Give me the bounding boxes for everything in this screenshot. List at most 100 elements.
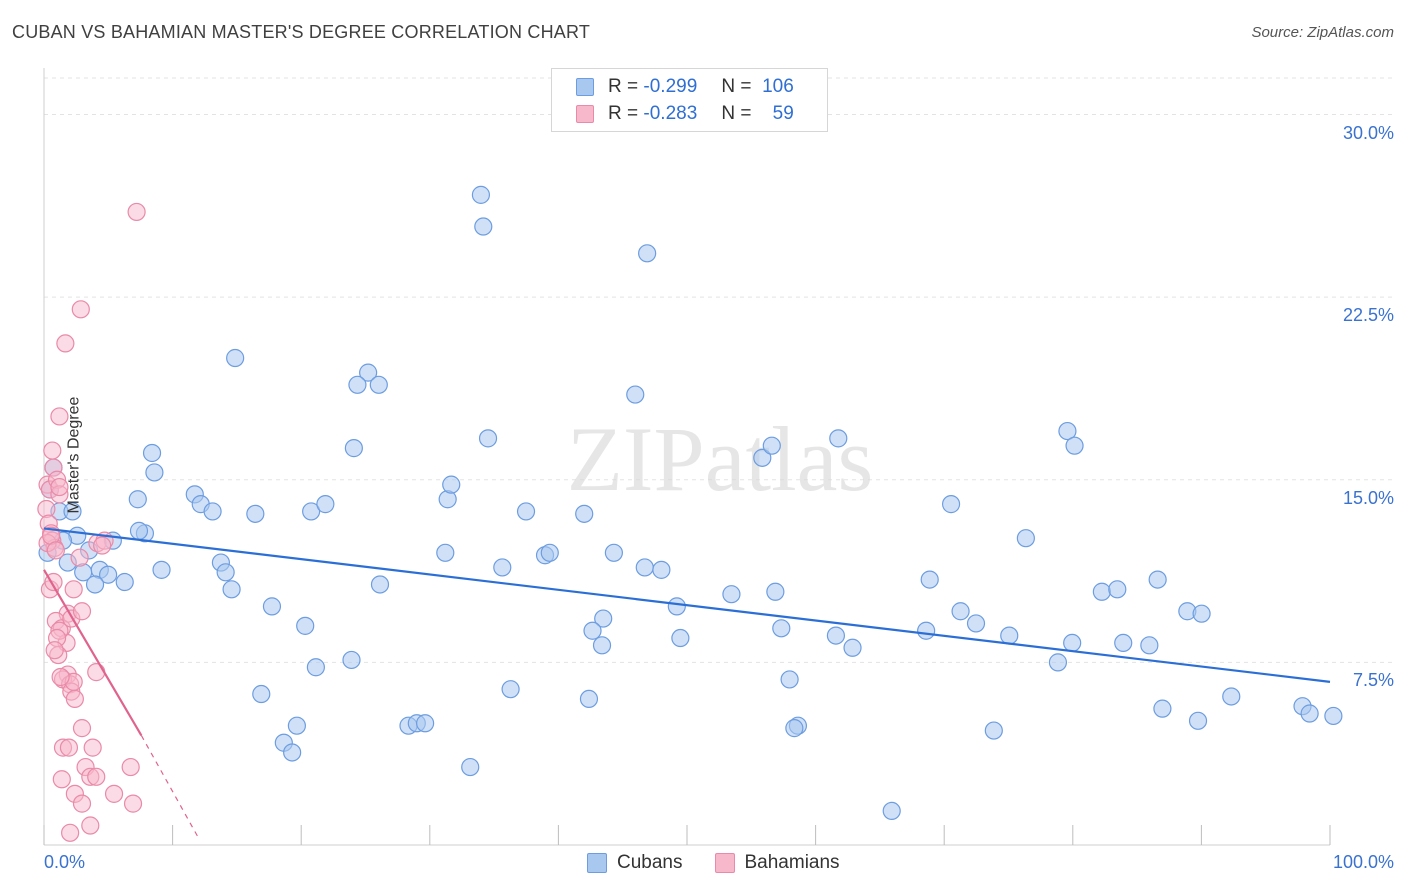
cubans-point xyxy=(436,543,455,562)
cubans-point xyxy=(344,439,363,458)
bahamians-point xyxy=(104,784,124,803)
y-tick-label: 15.0% xyxy=(1342,487,1394,508)
cubans-point xyxy=(762,436,781,455)
cubans-point xyxy=(829,429,848,448)
cubans-point xyxy=(342,650,361,670)
bahamians-point xyxy=(64,580,83,599)
cubans-point xyxy=(359,363,378,382)
legend-item-cubans: Cubans xyxy=(587,852,683,874)
bahamians-point xyxy=(121,757,140,777)
cubans-point xyxy=(306,658,325,677)
cubans-point xyxy=(540,543,559,562)
axes xyxy=(43,68,1331,846)
cubans-point xyxy=(222,580,241,599)
legend-n-label: N = xyxy=(721,76,752,97)
cubans-point xyxy=(951,602,970,621)
bahamians-series xyxy=(37,202,146,842)
cubans-point xyxy=(1114,633,1133,653)
bahamians-legend-label: Bahamians xyxy=(744,852,840,873)
cubans-point xyxy=(316,495,335,514)
cubans-point xyxy=(369,375,388,394)
bahamians-point xyxy=(61,823,80,842)
cubans-point xyxy=(152,560,171,579)
cubans-point xyxy=(85,575,105,594)
cubans-point xyxy=(1065,436,1084,455)
y-tick-label: 7.5% xyxy=(1352,670,1394,691)
bahamians-point xyxy=(72,719,92,738)
cubans-point xyxy=(594,609,613,628)
cubans-point xyxy=(142,443,162,463)
cubans-point xyxy=(1063,633,1082,653)
cubans-point xyxy=(287,716,306,735)
bahamians-point xyxy=(87,663,106,682)
bahamians-point xyxy=(87,767,106,786)
bahamians-point xyxy=(72,794,92,813)
cubans-point xyxy=(667,597,686,616)
cubans-point xyxy=(302,502,321,521)
cubans-point xyxy=(203,502,222,521)
cubans-point xyxy=(1048,653,1068,672)
cubans-swatch xyxy=(576,78,594,96)
bahamians-point xyxy=(52,770,71,789)
bahamians-point xyxy=(56,334,75,353)
cubans-point xyxy=(1092,582,1111,601)
bahamians-point xyxy=(46,541,65,560)
bahamians-point xyxy=(123,794,143,813)
cubans-point xyxy=(635,558,654,577)
bahamians-point xyxy=(83,738,102,757)
cubans-point xyxy=(1140,636,1159,655)
legend-row-bahamians: R = -0.283 N = 59 xyxy=(576,102,794,126)
correlation-legend: R = -0.299 N = 106 R = -0.283 N = 59 xyxy=(551,68,828,132)
bahamians-point xyxy=(45,641,64,660)
cubans-point xyxy=(1108,580,1127,599)
chart-title: CUBAN VS BAHAMIAN MASTER'S DEGREE CORREL… xyxy=(12,22,591,42)
cubans-point xyxy=(882,801,901,821)
bahamians-point xyxy=(127,202,146,222)
cubans-point xyxy=(145,463,164,482)
cubans-point xyxy=(63,502,82,521)
legend-r-label: R = xyxy=(608,103,639,124)
cubans-point xyxy=(780,670,799,689)
cubans-point xyxy=(442,475,461,494)
cubans-point xyxy=(766,582,785,601)
cubans-point xyxy=(592,636,612,655)
cubans-point xyxy=(1153,699,1172,718)
cubans-point xyxy=(1192,604,1211,623)
cubans-point xyxy=(941,495,961,514)
cubans-point xyxy=(604,543,623,562)
cubans-point xyxy=(252,684,271,704)
trend-lines xyxy=(43,527,1331,838)
cubans-point xyxy=(1300,704,1319,723)
cubans-point xyxy=(579,689,599,709)
cubans-point xyxy=(575,504,594,523)
cubans-point xyxy=(753,448,772,467)
x-tick-label-min: 0.0% xyxy=(44,852,86,872)
legend-r-value: -0.283 xyxy=(643,103,698,124)
cubans-point xyxy=(99,565,118,584)
cubans-point xyxy=(493,558,512,577)
y-tick-label: 30.0% xyxy=(1342,122,1394,143)
bahamians-point xyxy=(93,536,112,555)
bahamians-point xyxy=(71,300,90,319)
cubans-point xyxy=(772,619,791,638)
legend-n-value: 106 xyxy=(762,76,794,97)
bahamians-trend-line xyxy=(43,569,143,736)
cubans-point xyxy=(416,714,435,733)
cubans-point xyxy=(1148,570,1167,589)
cubans-point xyxy=(652,560,671,579)
cubans-point xyxy=(984,721,1003,740)
cubans-point xyxy=(474,217,493,236)
legend-n-label: N = xyxy=(721,103,752,124)
cubans-point xyxy=(826,626,846,645)
bahamians-point xyxy=(43,441,62,460)
bahamians-point xyxy=(65,689,84,709)
cubans-point xyxy=(246,504,265,523)
cubans-point xyxy=(1324,706,1343,726)
cubans-point xyxy=(1016,529,1035,548)
bahamians-point xyxy=(72,602,92,621)
cubans-point xyxy=(461,757,480,777)
legend-item-bahamians: Bahamians xyxy=(714,852,840,874)
cubans-point xyxy=(128,490,147,509)
bahamians-trend-extension xyxy=(140,735,199,838)
